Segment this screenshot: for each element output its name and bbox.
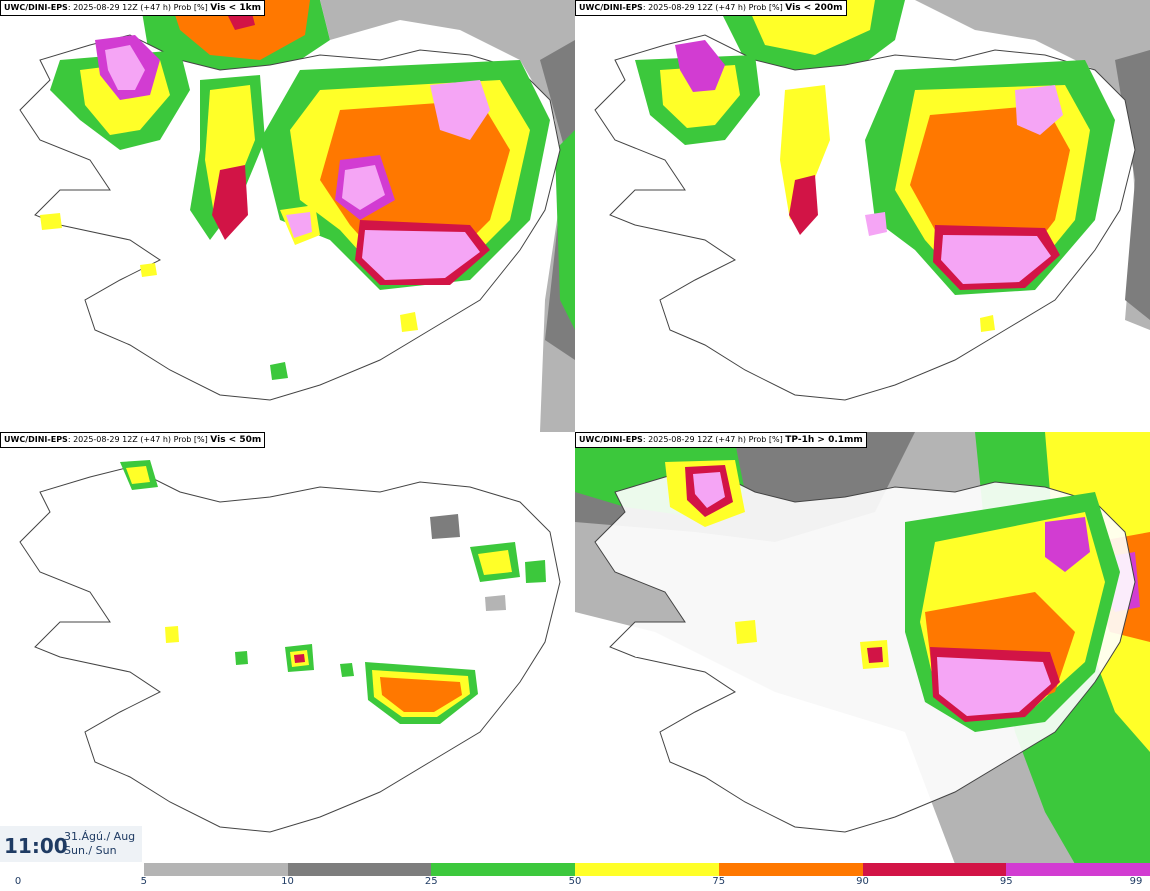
panel-title: UWC/DINI-EPS: 2025-08-29 12Z (+47 h) Pro…: [575, 0, 847, 16]
panel-title: UWC/DINI-EPS: 2025-08-29 12Z (+47 h) Pro…: [575, 432, 867, 448]
legend-color-segment: [431, 863, 575, 876]
probability-map: [19, 460, 561, 833]
map-panel-vis-50m: UWC/DINI-EPS: 2025-08-29 12Z (+47 h) Pro…: [0, 432, 575, 864]
legend-tick-label: 90: [856, 876, 869, 887]
legend-color-segment: [575, 863, 719, 876]
legend-tick-label: 99: [1129, 876, 1143, 887]
legend-color-segment: [718, 863, 863, 876]
legend-tick-label: 10: [281, 876, 294, 887]
panel-title: UWC/DINI-EPS: 2025-08-29 12Z (+47 h) Pro…: [0, 0, 265, 16]
panel-title: UWC/DINI-EPS: 2025-08-29 12Z (+47 h) Pro…: [0, 432, 266, 448]
legend-color-segment: [287, 863, 432, 876]
probability-map: [575, 432, 1150, 864]
legend-color-segment: [1006, 863, 1150, 876]
legend-tick-label: 25: [424, 876, 438, 887]
probability-map: [19, 0, 575, 432]
probability-map: [594, 0, 1150, 401]
valid-hour: 11:00: [4, 834, 68, 858]
legend-tick-label: 0: [14, 876, 22, 887]
legend-color-segment: [143, 863, 288, 876]
legend-tick-label: 50: [568, 876, 582, 887]
valid-time-box: 11:00 31.Ágú./ Aug Sun./ Sun: [0, 826, 142, 862]
map-panel-tp-1h: UWC/DINI-EPS: 2025-08-29 12Z (+47 h) Pro…: [575, 432, 1150, 864]
legend-tick-label: 75: [712, 876, 726, 887]
legend-tick-label: 95: [999, 876, 1013, 887]
legend-tick-label: 5: [140, 876, 147, 887]
valid-date: 31.Ágú./ Aug Sun./ Sun: [64, 830, 136, 857]
map-panel-vis-200m: UWC/DINI-EPS: 2025-08-29 12Z (+47 h) Pro…: [575, 0, 1150, 432]
map-panel-vis-1km: UWC/DINI-EPS: 2025-08-29 12Z (+47 h) Pro…: [0, 0, 575, 432]
legend-color-segment: [862, 863, 1007, 876]
legend-color-segment: [0, 863, 144, 876]
